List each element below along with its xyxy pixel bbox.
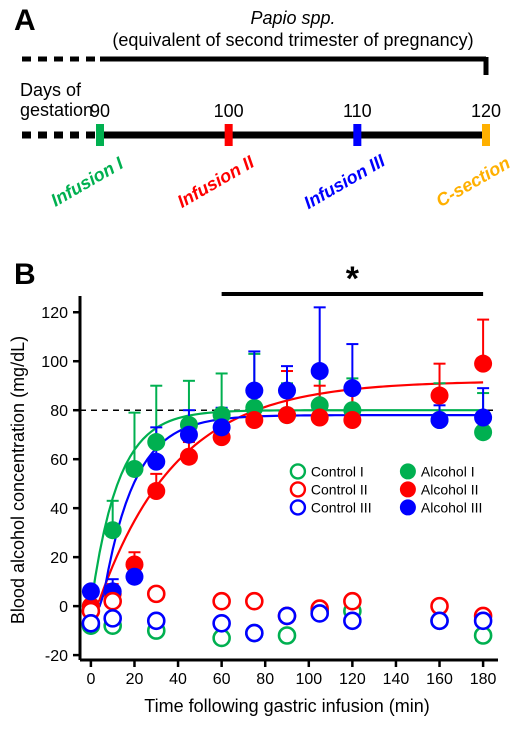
panel-a-title1: Papio spp. [250,8,335,28]
y-tick-label: 0 [59,599,68,616]
legend-label: Alcohol II [421,481,479,497]
panel-b-label: B [14,258,36,291]
alcohol-point [431,387,449,405]
legend: Control I Control II Control III Alcohol I A… [291,463,482,515]
alcohol-point [125,460,143,478]
legend-label: Alcohol I [421,463,475,479]
timeline-event-label: Infusion I [47,153,127,211]
alcohol-point [343,411,361,429]
control-point [148,613,164,629]
alcohol-point [278,382,296,400]
control-point [246,625,262,641]
y-axis-label: Blood alcohol concentration (mg/dL) [8,336,28,624]
alcohol-point [245,411,263,429]
control-point [432,613,448,629]
x-tick-label: 100 [295,671,322,688]
timeline-event-label: C-section [432,153,512,211]
legend-label: Control II [311,481,368,497]
control-point [83,615,99,631]
timeline-tick-label: 110 [343,101,372,121]
sig-star: * [346,260,360,298]
y-tick-label: 20 [50,550,68,567]
timeline-tick-label: 120 [471,101,501,121]
x-tick-label: 40 [169,671,187,688]
legend-marker [400,481,416,497]
control-point [475,613,491,629]
alcohol-point [147,482,165,500]
legend-label: Control III [311,499,372,515]
alcohol-point [180,426,198,444]
alcohol-point [474,355,492,373]
timeline-event-marker [482,124,490,146]
alcohol-point [104,521,122,539]
x-tick-label: 60 [213,671,231,688]
days-label-1: Days of [20,80,82,100]
y-tick-label: 60 [50,452,68,469]
legend-marker [400,499,416,515]
figure-root: A Papio spp.(equivalent of second trimest… [0,0,512,737]
alcohol-point [278,406,296,424]
alcohol-point [213,418,231,436]
control-point [214,615,230,631]
panel-b: B -20 0 20 40 60 80 100 120 0 20 40 60 80 100 120 140 160… [8,258,498,716]
y-tick-label: 40 [50,501,68,518]
x-tick-label: 140 [383,671,410,688]
x-tick-label: 80 [256,671,274,688]
timeline-event-marker [96,124,104,146]
timeline-event-marker [353,124,361,146]
x-tick-label: 180 [470,671,497,688]
legend-marker [400,463,416,479]
control-point [279,608,295,624]
legend-marker [291,464,305,478]
legend-marker [291,500,305,514]
y-tick-label: 80 [50,403,68,420]
alcohol-point [180,448,198,466]
alcohol-point [343,379,361,397]
timeline-event-label: Infusion II [174,151,258,211]
legend-label: Alcohol III [421,499,482,515]
days-label-2: gestation [20,100,93,120]
x-tick-label: 120 [339,671,366,688]
control-point [105,610,121,626]
alcohol-point [147,433,165,451]
control-point [344,593,360,609]
alcohol-point [125,568,143,586]
control-point [214,593,230,609]
control-point [344,613,360,629]
timeline-tick-label: 100 [214,101,244,121]
alcohol-point [474,409,492,427]
timeline-event-marker [225,124,233,146]
x-axis-label: Time following gastric infusion (min) [144,696,429,716]
x-tick-label: 160 [426,671,453,688]
x-tick-label: 20 [126,671,144,688]
alcohol-point [245,382,263,400]
control-point [279,628,295,644]
panel-a-label: A [14,4,36,37]
timeline-tick-label: 90 [90,101,110,121]
control-point [148,586,164,602]
panel-a-title2: (equivalent of second trimester of pregn… [112,30,473,50]
control-point [246,593,262,609]
control-point [312,605,328,621]
timeline-event-label: Infusion III [300,150,389,213]
legend-marker [291,482,305,496]
alcohol-point [431,411,449,429]
alcohol-point [82,582,100,600]
y-tick-label: 120 [41,305,68,322]
alcohol-point [147,453,165,471]
x-tick-label: 0 [86,671,95,688]
y-tick-label: -20 [45,648,68,665]
control-point [105,593,121,609]
legend-label: Control I [311,463,364,479]
y-tick-label: 100 [41,354,68,371]
panel-a: A Papio spp.(equivalent of second trimest… [14,4,512,213]
alcohol-point [311,362,329,380]
figure-svg: A Papio spp.(equivalent of second trimest… [0,0,512,737]
alcohol-point [311,409,329,427]
